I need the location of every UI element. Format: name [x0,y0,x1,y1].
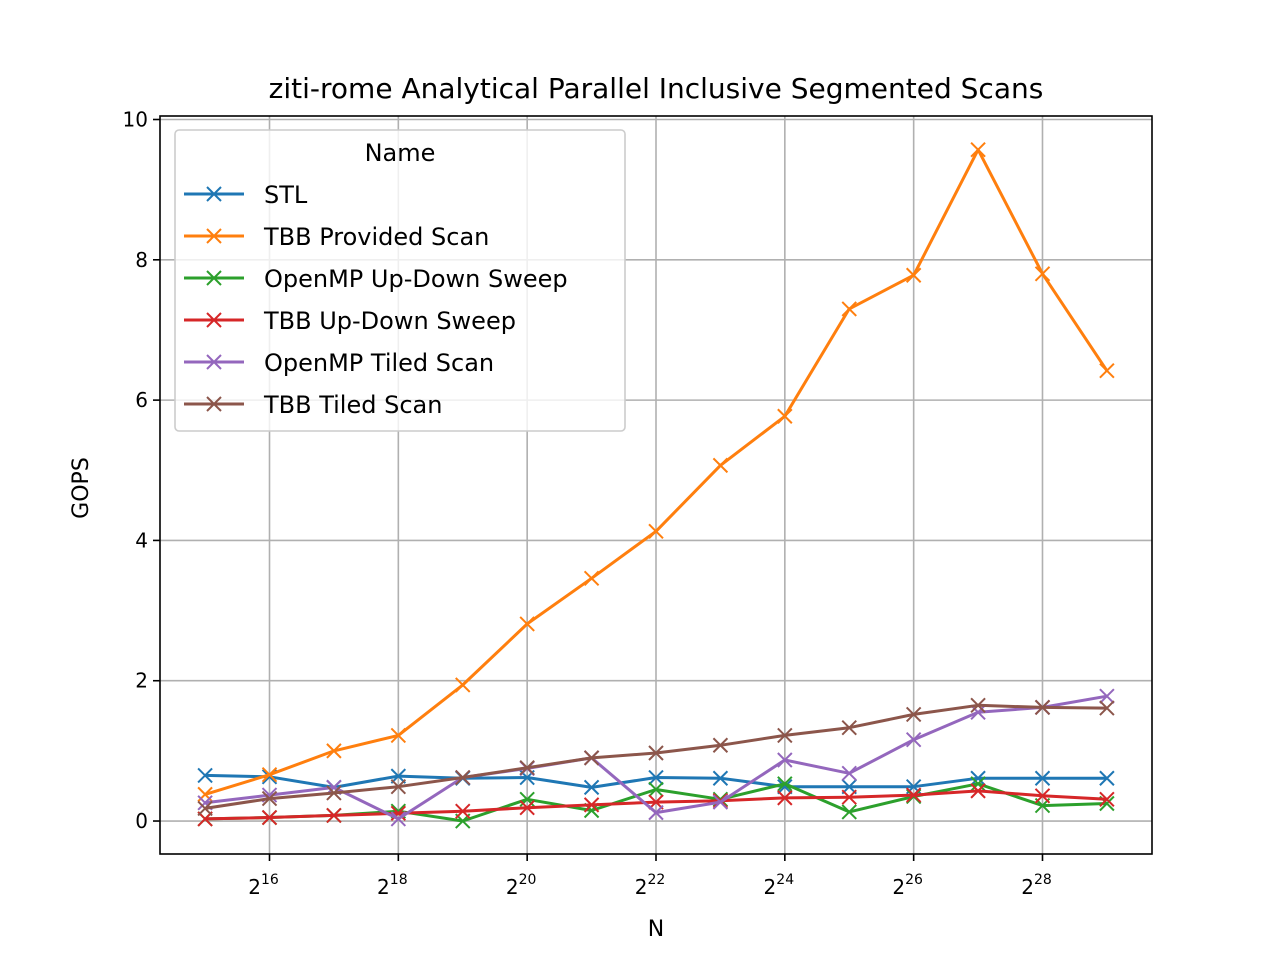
x-tick-label: 224 [764,872,795,899]
data-point [261,809,278,826]
data-point [841,765,857,782]
data-point [1099,791,1115,807]
series-4 [197,688,1115,827]
series-group [197,141,1115,829]
data-point [777,776,793,792]
data-point [390,778,407,795]
legend-swatch-marker [206,270,222,286]
legend-item-label: TBB Tiled Scan [263,391,442,419]
data-point [519,616,535,632]
data-point [970,697,986,713]
legend-item-label: TBB Provided Scan [263,223,489,251]
data-point [777,752,793,768]
legend-swatch-marker [206,354,222,370]
legend-swatch-marker [206,312,222,328]
data-point [583,797,600,813]
data-point [970,776,986,792]
data-point [905,267,922,283]
data-point [905,706,922,723]
x-tick-label: 218 [377,872,408,899]
data-point [905,731,922,748]
y-tick-label: 8 [135,248,148,272]
chart-title: ziti-rome Analytical Parallel Inclusive … [269,72,1044,105]
data-point [712,794,729,810]
legend-box [174,129,626,432]
data-point [261,790,278,807]
series-5 [197,697,1115,817]
data-point [1099,362,1115,379]
data-point [1034,788,1051,804]
data-point [1034,699,1051,716]
data-point [583,750,600,766]
data-point [519,760,535,776]
y-axis-label: GOPS [69,457,94,519]
data-point [841,789,857,805]
data-point [712,770,729,786]
data-point [455,803,471,819]
legend: Name STL TBB Provided Scan OpenMP Up-Down … [174,129,626,432]
x-axis-label: N [648,917,664,942]
data-point [1099,688,1115,704]
x-tick-label: 216 [248,872,279,899]
legend-item-label: OpenMP Up-Down Sweep [264,265,568,293]
data-point [970,770,986,786]
series-3 [197,783,1115,827]
x-tick-label: 222 [635,872,666,899]
data-point [648,769,664,786]
data-point [777,790,793,806]
y-tick-label: 10 [123,108,148,132]
data-point [519,799,535,816]
data-point [970,783,986,799]
data-point [841,804,857,820]
legend-title: Name [365,139,436,167]
x-tick-label: 228 [1021,872,1052,899]
legend-swatch-marker [206,396,222,412]
data-point [455,677,471,693]
data-point [390,727,407,744]
data-point [583,570,600,587]
data-point [970,141,986,158]
data-point [648,523,664,540]
legend-item-label: OpenMP Tiled Scan [264,349,494,377]
data-point [197,800,213,817]
data-point [326,785,342,801]
y-tick-label: 2 [135,669,148,693]
y-tick-label: 4 [135,528,148,552]
data-point [648,804,664,821]
data-point [326,807,342,824]
data-point [648,781,664,798]
data-point [390,811,407,827]
data-point [905,787,922,803]
legend-item-label: STL [264,181,308,209]
data-point [455,769,471,786]
data-point [1099,770,1115,786]
data-point [712,737,729,753]
data-point [583,779,600,796]
legend-swatch-marker [206,228,222,244]
data-point [261,767,278,783]
data-point [648,745,664,761]
data-point [970,704,986,721]
data-point [841,720,857,736]
data-point [197,767,213,784]
series-1 [197,141,1115,803]
y-tick-label: 6 [135,388,148,412]
data-point [777,778,793,795]
data-point [1099,700,1115,716]
data-point [841,301,857,317]
x-tick-label: 226 [892,872,923,899]
data-point [326,743,342,759]
legend-item-label: TBB Up-Down Sweep [263,307,516,335]
data-point [777,408,793,424]
data-point [777,727,793,744]
data-point [712,457,729,474]
y-tick-label: 0 [135,809,148,833]
x-tick-label: 220 [506,872,537,899]
legend-swatch-marker [206,186,222,202]
axis-ticks: 216 218 220 222 224 226 228 0 2 4 6 8 10 [123,108,1052,899]
data-point [1034,266,1051,282]
data-point [1034,770,1051,786]
